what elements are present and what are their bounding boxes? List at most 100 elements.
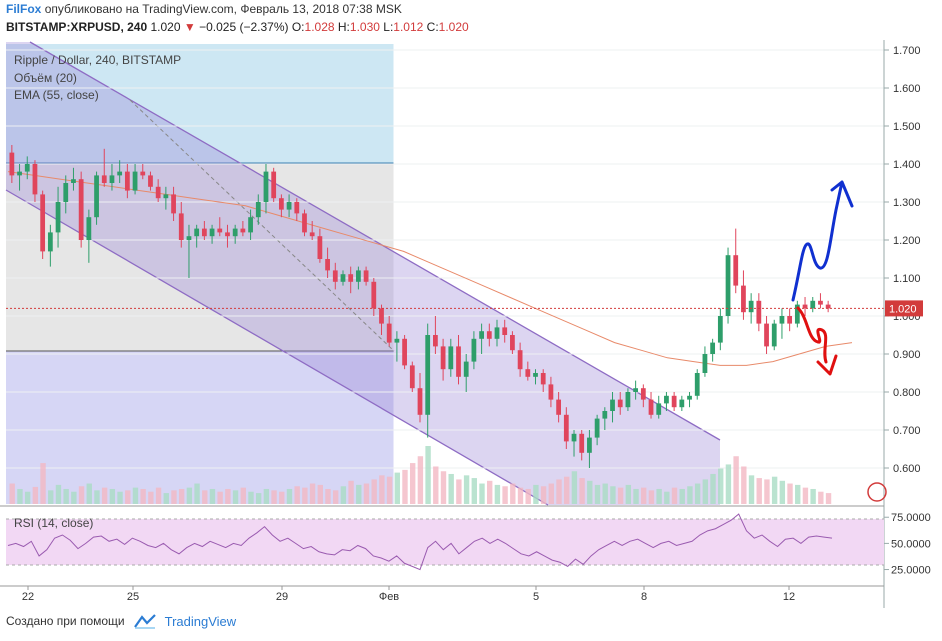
candle-body[interactable] bbox=[556, 399, 562, 415]
candle-body[interactable] bbox=[802, 304, 808, 309]
candle-body[interactable] bbox=[332, 270, 338, 282]
candle-body[interactable] bbox=[425, 335, 431, 415]
ema-line[interactable] bbox=[7, 171, 853, 366]
candle-body[interactable] bbox=[178, 213, 184, 240]
tradingview-link[interactable]: TradingView bbox=[164, 613, 237, 629]
candle-body[interactable] bbox=[24, 164, 30, 172]
candle-body[interactable] bbox=[479, 331, 484, 339]
candle-body[interactable] bbox=[648, 399, 654, 415]
candle-body[interactable] bbox=[117, 171, 123, 176]
candle-body[interactable] bbox=[633, 388, 639, 392]
candle-body[interactable] bbox=[109, 175, 115, 183]
candle-body[interactable] bbox=[825, 304, 831, 309]
candle-body[interactable] bbox=[171, 194, 176, 214]
candle-body[interactable] bbox=[602, 411, 608, 419]
candle-body[interactable] bbox=[779, 316, 785, 324]
candle-body[interactable] bbox=[794, 304, 800, 324]
rsi-legend[interactable]: RSI (14, close) bbox=[14, 516, 93, 530]
ema-legend[interactable]: EMA (55, close) bbox=[14, 88, 99, 102]
candle-body[interactable] bbox=[186, 236, 192, 240]
candle-body[interactable] bbox=[579, 433, 585, 453]
candle-body[interactable] bbox=[47, 232, 53, 252]
candle-body[interactable] bbox=[271, 171, 277, 199]
candle-body[interactable] bbox=[209, 228, 215, 237]
candle-body[interactable] bbox=[710, 342, 716, 354]
candle-body[interactable] bbox=[78, 179, 84, 240]
candle-body[interactable] bbox=[340, 274, 346, 282]
candle-body[interactable] bbox=[533, 373, 538, 377]
author-name[interactable]: FilFox bbox=[6, 2, 42, 16]
candle-body[interactable] bbox=[140, 171, 146, 176]
candle-body[interactable] bbox=[278, 198, 284, 210]
candle-body[interactable] bbox=[610, 399, 615, 411]
tradingview-logo-icon[interactable] bbox=[133, 613, 157, 629]
candle-body[interactable] bbox=[771, 323, 777, 347]
candle-body[interactable] bbox=[656, 403, 662, 415]
candle-body[interactable] bbox=[502, 327, 508, 335]
candle-body[interactable] bbox=[594, 418, 600, 438]
candle-body[interactable] bbox=[548, 384, 554, 400]
candle-body[interactable] bbox=[417, 388, 423, 415]
candle-body[interactable] bbox=[40, 194, 46, 252]
candle-body[interactable] bbox=[386, 323, 392, 343]
candle-body[interactable] bbox=[17, 171, 22, 176]
candle-body[interactable] bbox=[717, 316, 723, 343]
candle-body[interactable] bbox=[363, 270, 369, 282]
candle-body[interactable] bbox=[694, 373, 700, 396]
candle-body[interactable] bbox=[748, 300, 754, 313]
candle-body[interactable] bbox=[756, 300, 762, 324]
candle-body[interactable] bbox=[525, 369, 531, 377]
candle-body[interactable] bbox=[32, 164, 38, 195]
candle-body[interactable] bbox=[587, 437, 592, 453]
candle-body[interactable] bbox=[155, 186, 161, 199]
candle-body[interactable] bbox=[71, 179, 76, 183]
candle-body[interactable] bbox=[309, 232, 315, 237]
candle-body[interactable] bbox=[240, 228, 246, 233]
candle-body[interactable] bbox=[201, 228, 207, 237]
volume-legend[interactable]: Объём (20) bbox=[14, 71, 77, 85]
candle-body[interactable] bbox=[255, 202, 261, 218]
candle-body[interactable] bbox=[486, 331, 492, 339]
candle-body[interactable] bbox=[702, 354, 708, 373]
candle-body[interactable] bbox=[132, 171, 138, 191]
descending-channel[interactable] bbox=[6, 42, 720, 505]
candle-body[interactable] bbox=[494, 327, 500, 339]
candle-body[interactable] bbox=[63, 183, 69, 202]
candle-body[interactable] bbox=[764, 323, 769, 347]
channel-lower-line[interactable] bbox=[5, 189, 549, 506]
candle-body[interactable] bbox=[124, 171, 130, 191]
candle-body[interactable] bbox=[440, 346, 446, 370]
candle-body[interactable] bbox=[818, 300, 823, 305]
candle-body[interactable] bbox=[94, 175, 99, 218]
candle-body[interactable] bbox=[379, 308, 384, 324]
candle-body[interactable] bbox=[433, 335, 438, 347]
candle-body[interactable] bbox=[325, 259, 330, 271]
candle-body[interactable] bbox=[302, 213, 307, 233]
candle-body[interactable] bbox=[517, 350, 523, 370]
candle-body[interactable] bbox=[448, 346, 454, 370]
candle-body[interactable] bbox=[294, 202, 300, 214]
candle-body[interactable] bbox=[625, 392, 631, 408]
candle-body[interactable] bbox=[741, 285, 746, 313]
candle-body[interactable] bbox=[471, 338, 477, 362]
candle-body[interactable] bbox=[810, 300, 816, 309]
candle-body[interactable] bbox=[456, 346, 461, 377]
candle-body[interactable] bbox=[733, 255, 739, 286]
candle-body[interactable] bbox=[232, 228, 238, 237]
candle-body[interactable] bbox=[286, 202, 292, 210]
price-chart[interactable]: 1.7001.6001.5001.4001.3001.2001.1001.000… bbox=[0, 40, 942, 608]
candle-body[interactable] bbox=[409, 365, 415, 389]
channel-upper-line[interactable] bbox=[29, 41, 721, 441]
candle-body[interactable] bbox=[348, 274, 354, 282]
blue-bullish-arrow[interactable] bbox=[791, 180, 854, 302]
candle-body[interactable] bbox=[225, 232, 230, 237]
candle-body[interactable] bbox=[163, 194, 169, 199]
candle-body[interactable] bbox=[463, 361, 469, 377]
candle-body[interactable] bbox=[787, 316, 793, 324]
candle-body[interactable] bbox=[640, 388, 646, 400]
candle-body[interactable] bbox=[540, 373, 546, 385]
candle-body[interactable] bbox=[510, 335, 515, 351]
candle-body[interactable] bbox=[101, 175, 107, 183]
candle-body[interactable] bbox=[679, 399, 685, 408]
candle-body[interactable] bbox=[402, 338, 407, 366]
